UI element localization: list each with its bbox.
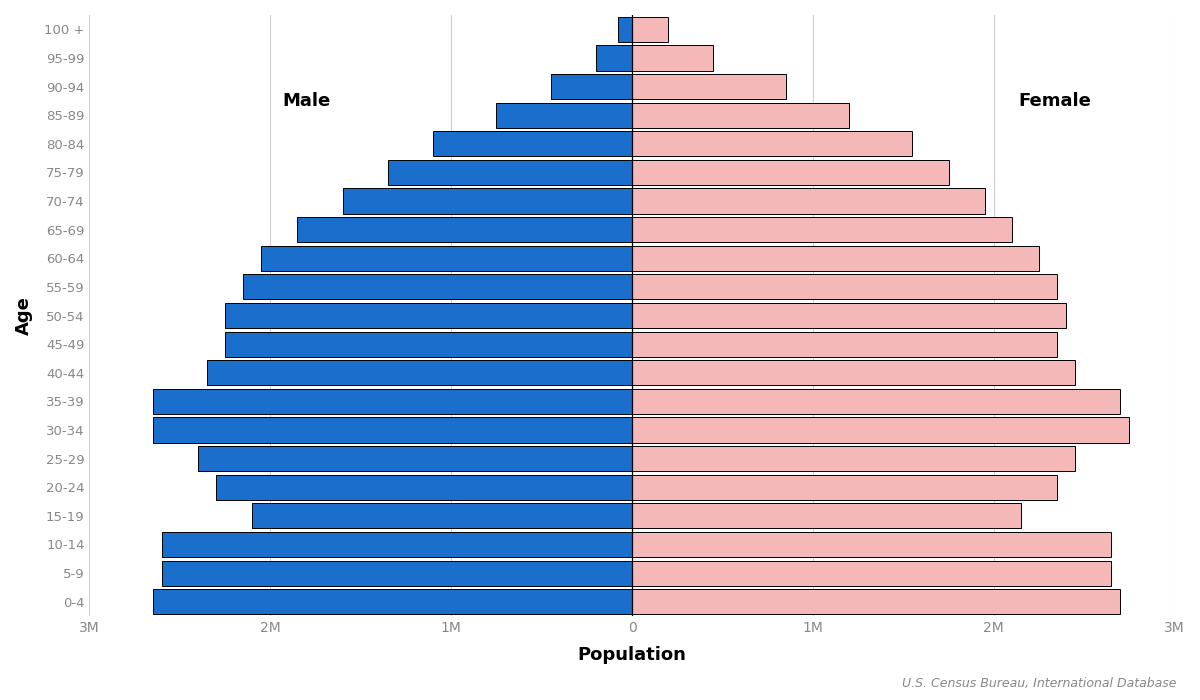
Bar — [152, 389, 632, 414]
Bar — [262, 246, 632, 271]
Bar — [632, 46, 714, 71]
Bar — [632, 160, 948, 185]
Y-axis label: Age: Age — [14, 296, 34, 335]
Bar — [551, 74, 632, 99]
Bar — [162, 532, 632, 557]
Bar — [632, 561, 1111, 586]
Bar — [618, 17, 632, 42]
Bar — [632, 475, 1057, 500]
Text: Female: Female — [1019, 92, 1092, 110]
Bar — [632, 303, 1066, 328]
Text: Male: Male — [282, 92, 331, 110]
Bar — [388, 160, 632, 185]
Bar — [632, 503, 1021, 528]
Bar — [596, 46, 632, 71]
Bar — [632, 389, 1121, 414]
Bar — [433, 131, 632, 156]
Bar — [632, 332, 1057, 357]
Bar — [162, 561, 632, 586]
Bar — [632, 188, 985, 214]
Text: U.S. Census Bureau, International Database: U.S. Census Bureau, International Databa… — [901, 676, 1176, 690]
Bar — [226, 332, 632, 357]
Bar — [632, 360, 1075, 385]
Bar — [298, 217, 632, 242]
Bar — [226, 303, 632, 328]
Bar — [632, 217, 1012, 242]
Bar — [632, 74, 786, 99]
Bar — [152, 589, 632, 615]
Bar — [497, 103, 632, 128]
Bar — [343, 188, 632, 214]
Bar — [632, 589, 1121, 615]
Bar — [632, 103, 850, 128]
Bar — [216, 475, 632, 500]
Bar — [198, 446, 632, 471]
Bar — [208, 360, 632, 385]
Bar — [632, 131, 912, 156]
Bar — [632, 274, 1057, 300]
Bar — [252, 503, 632, 528]
Bar — [632, 246, 1039, 271]
X-axis label: Population: Population — [577, 646, 686, 664]
Bar — [632, 446, 1075, 471]
Bar — [632, 17, 668, 42]
Bar — [244, 274, 632, 300]
Bar — [152, 417, 632, 442]
Bar — [632, 532, 1111, 557]
Bar — [632, 417, 1129, 442]
